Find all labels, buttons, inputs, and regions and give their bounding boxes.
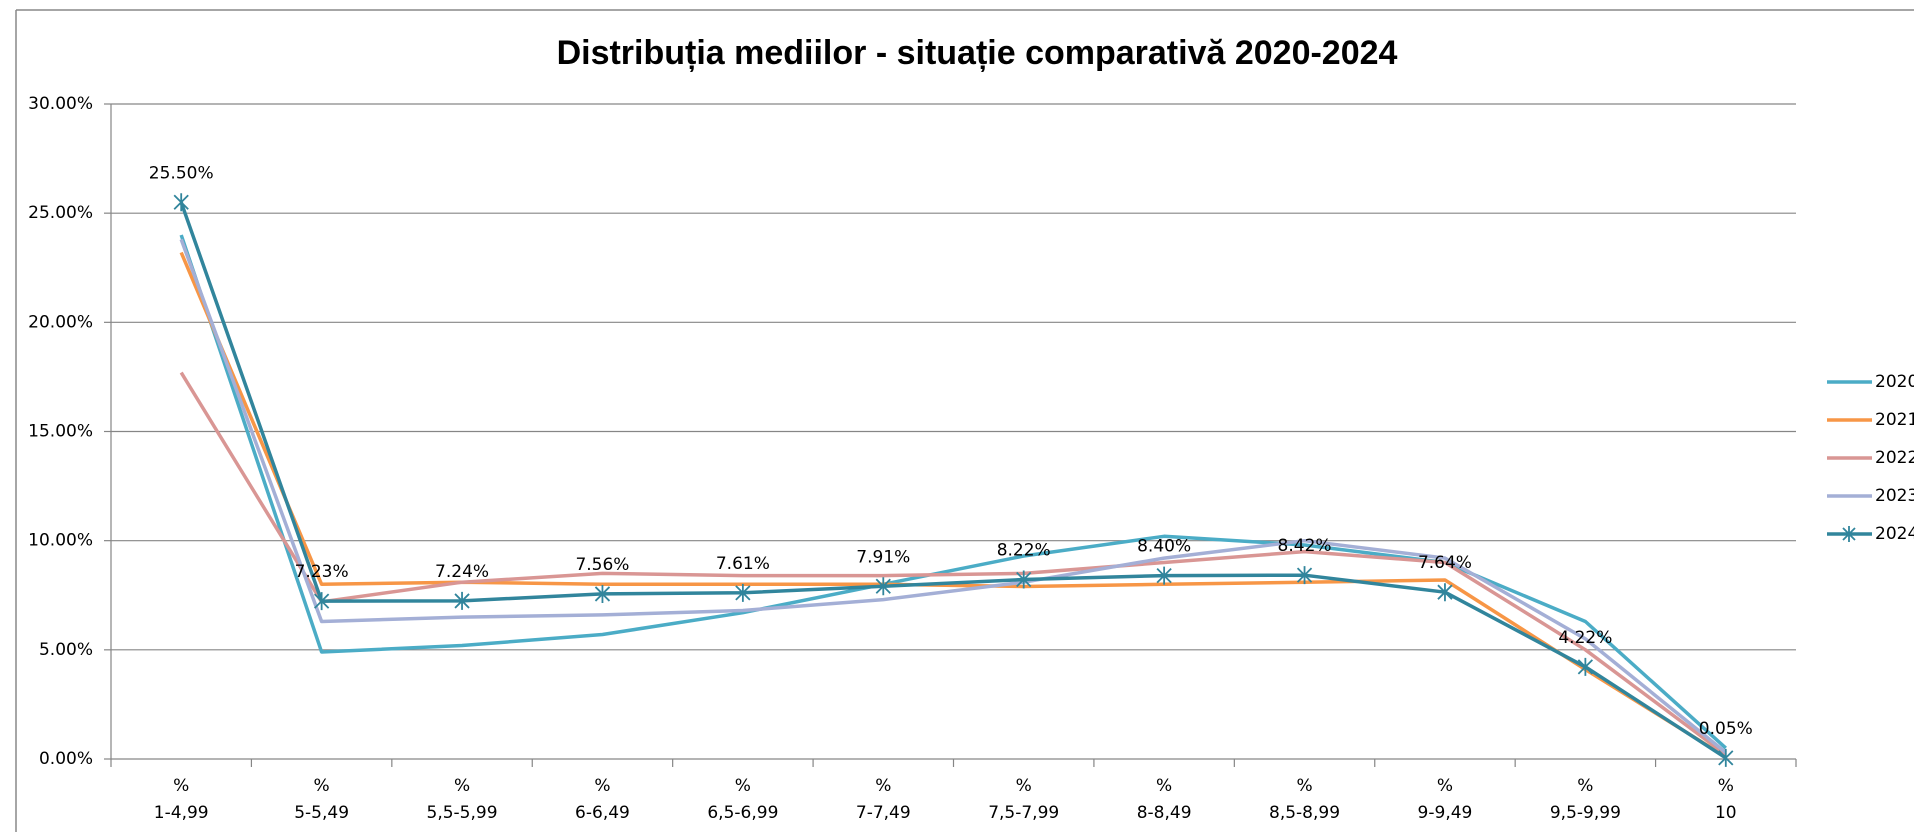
marker	[454, 591, 470, 610]
data-label: 8.42%	[1278, 536, 1332, 556]
y-tick-label: 0.00%	[39, 749, 93, 769]
x-tick-label: 5,5-5,99	[427, 803, 498, 823]
x-tick-label: %	[1016, 776, 1032, 796]
x-tick-label: %	[1156, 776, 1172, 796]
x-tick-label: %	[1577, 776, 1593, 796]
x-tick-label: 10	[1715, 803, 1737, 823]
marker	[875, 577, 891, 596]
marker	[1016, 570, 1032, 589]
x-tick-label: %	[735, 776, 751, 796]
y-tick-label: 30.00%	[28, 94, 93, 114]
chart-title: Distribuția mediilor - situație comparat…	[557, 34, 1398, 72]
series-line	[179, 238, 1727, 754]
x-tick-label: 5-5,49	[294, 803, 349, 823]
legend-label: 2020	[1875, 372, 1914, 392]
marker	[1577, 657, 1594, 676]
series-line	[179, 371, 1727, 757]
marker	[313, 592, 330, 611]
x-tick-label: %	[1718, 776, 1734, 796]
marker	[594, 584, 611, 603]
marker	[1718, 748, 1734, 767]
data-label: 4.22%	[1558, 628, 1612, 648]
legend-label: 2024	[1875, 524, 1914, 544]
y-tick-label: 25.00%	[28, 203, 93, 223]
data-label: 0.05%	[1699, 719, 1753, 739]
x-tick-label: 7-7,49	[856, 803, 911, 823]
series-line	[179, 251, 1727, 759]
data-label: 8.40%	[1137, 537, 1191, 557]
x-tick-label: 8-8,49	[1137, 803, 1192, 823]
x-tick-label: %	[594, 776, 610, 796]
data-label: 7.23%	[295, 562, 349, 582]
x-tick-label: %	[454, 776, 470, 796]
x-tick-label: %	[1437, 776, 1453, 796]
legend-label: 2022	[1875, 448, 1914, 468]
x-tick-label: 6,5-6,99	[707, 803, 778, 823]
legend-marker	[1842, 526, 1856, 542]
y-tick-label: 15.00%	[28, 422, 93, 442]
data-label: 8.22%	[997, 541, 1051, 561]
series-line	[179, 234, 1727, 750]
marker	[735, 583, 751, 602]
data-label: 7.91%	[856, 547, 910, 567]
x-tick-label: %	[314, 776, 330, 796]
y-tick-label: 20.00%	[28, 312, 93, 332]
data-label: 7.61%	[716, 554, 770, 574]
x-tick-label: 8,5-8,99	[1269, 803, 1340, 823]
x-tick-label: 9-9,49	[1418, 803, 1473, 823]
x-tick-label: %	[173, 776, 189, 796]
data-label: 25.50%	[149, 163, 214, 183]
data-label: 7.24%	[435, 562, 489, 582]
marker	[1437, 583, 1453, 602]
marker	[173, 193, 189, 212]
x-tick-label: %	[1296, 776, 1312, 796]
y-tick-label: 5.00%	[39, 640, 93, 660]
x-tick-label: 6-6,49	[575, 803, 630, 823]
x-tick-label: 1-4,99	[154, 803, 209, 823]
y-tick-label: 10.00%	[28, 531, 93, 551]
legend-label: 2021	[1875, 410, 1914, 430]
legend-label: 2023	[1875, 486, 1914, 506]
x-tick-label: 7,5-7,99	[988, 803, 1059, 823]
data-label: 7.64%	[1418, 553, 1472, 573]
series-line	[179, 201, 1727, 760]
x-tick-label: %	[875, 776, 891, 796]
x-tick-label: 9,5-9,99	[1550, 803, 1621, 823]
marker	[1156, 566, 1172, 585]
data-label: 7.56%	[575, 555, 629, 575]
marker	[1296, 566, 1313, 585]
